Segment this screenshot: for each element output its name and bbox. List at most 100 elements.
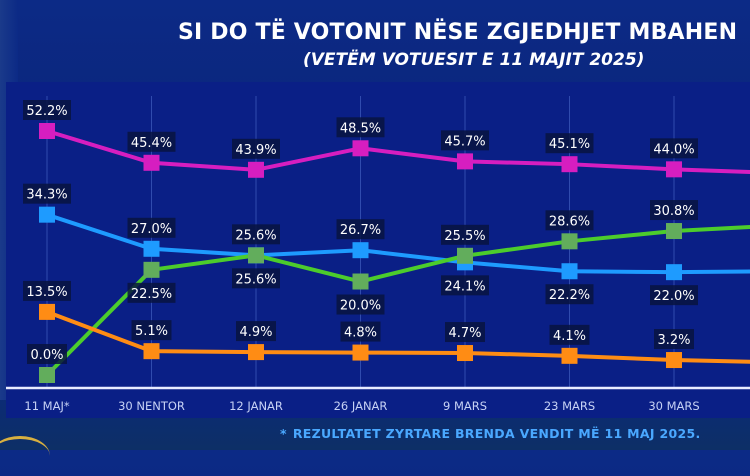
data-label-bg bbox=[236, 321, 276, 342]
data-label-green: 28.6% bbox=[549, 214, 590, 229]
data-point-green bbox=[666, 223, 682, 240]
data-label-bg bbox=[23, 183, 71, 204]
data-point-green bbox=[39, 367, 55, 383]
data-label-blue: 22.0% bbox=[653, 289, 694, 304]
line-chart: 11 MAJ* 30 NENTOR 12 JANAR 26 JANAR 9 MARS 23… bbox=[6, 96, 750, 413]
data-label-bg bbox=[127, 131, 176, 152]
series-line-blue bbox=[46, 212, 750, 275]
data-label-bg bbox=[441, 275, 489, 296]
data-point-orange bbox=[248, 344, 264, 361]
data-label-bg bbox=[445, 322, 485, 343]
chart-subtitle: (VETËM VOTUESIT E 11 MAJIT 2025) bbox=[303, 50, 645, 70]
x-tick-label: 11 MAJ* bbox=[24, 399, 69, 413]
data-point-magenta bbox=[143, 154, 160, 171]
data-label-bg bbox=[232, 224, 280, 245]
data-label-magenta: 43.9% bbox=[235, 143, 276, 158]
data-point-magenta bbox=[666, 161, 682, 178]
data-label-green: 25.5% bbox=[444, 229, 485, 244]
data-label-bg bbox=[336, 294, 385, 315]
data-point-blue bbox=[666, 264, 682, 281]
data-point-orange bbox=[666, 352, 682, 369]
data-label-blue: 22.2% bbox=[549, 288, 590, 303]
data-label-orange: 4.8% bbox=[344, 326, 377, 341]
data-label-bg bbox=[654, 329, 694, 350]
data-label-magenta: 45.7% bbox=[444, 134, 485, 149]
data-point-green bbox=[352, 273, 369, 290]
data-label-bg bbox=[545, 133, 594, 154]
data-point-magenta bbox=[457, 153, 473, 170]
data-label-green: 20.0% bbox=[340, 299, 381, 314]
data-label-bg bbox=[336, 117, 385, 138]
data-label-blue: 26.7% bbox=[340, 223, 381, 238]
series-line-green bbox=[45, 224, 750, 377]
x-tick-label: 12 JANAR bbox=[229, 399, 283, 413]
data-label-orange: 3.2% bbox=[657, 333, 690, 348]
footnote: * REZULTATET ZYRTARE BRENDA VENDIT MË 11 … bbox=[280, 426, 701, 441]
data-label-bg bbox=[127, 282, 176, 303]
x-tick-label: 26 JANAR bbox=[334, 399, 388, 413]
data-label-bg bbox=[650, 285, 698, 306]
data-label-bg bbox=[340, 321, 381, 342]
data-label-orange: 4.1% bbox=[553, 329, 586, 344]
data-label-bg bbox=[23, 280, 71, 301]
data-point-green bbox=[143, 261, 160, 278]
data-point-magenta bbox=[352, 140, 369, 157]
data-label-magenta: 52.2% bbox=[26, 104, 67, 119]
data-label-blue: 25.6% bbox=[235, 228, 276, 243]
x-tick-label: 9 MARS bbox=[443, 399, 487, 413]
data-label-magenta: 48.5% bbox=[340, 121, 381, 136]
data-label-bg bbox=[545, 284, 594, 305]
data-label-blue: 27.0% bbox=[131, 222, 172, 237]
data-point-blue bbox=[352, 242, 369, 259]
data-label-bg bbox=[650, 138, 698, 159]
data-label-bg bbox=[650, 200, 698, 221]
x-tick-label: 23 MARS bbox=[544, 399, 595, 413]
data-label-bg bbox=[232, 138, 280, 159]
data-point-blue bbox=[561, 263, 578, 280]
data-point-magenta bbox=[248, 161, 264, 178]
footnote-star-icon: * bbox=[280, 426, 287, 441]
data-label-bg bbox=[27, 344, 67, 364]
data-label-green: 25.6% bbox=[235, 272, 276, 287]
data-label-magenta: 45.4% bbox=[131, 136, 172, 151]
data-point-orange bbox=[143, 343, 160, 360]
data-label-bg bbox=[232, 268, 280, 289]
data-point-orange bbox=[457, 345, 473, 362]
series-line-orange bbox=[46, 310, 750, 364]
data-label-bg bbox=[441, 130, 489, 151]
data-label-magenta: 45.1% bbox=[549, 137, 590, 152]
footnote-text: REZULTATET ZYRTARE BRENDA VENDIT MË 11 M… bbox=[292, 426, 701, 441]
data-point-magenta bbox=[39, 123, 55, 139]
data-label-orange: 5.1% bbox=[135, 324, 168, 339]
data-label-blue: 34.3% bbox=[26, 188, 67, 203]
data-label-orange: 13.5% bbox=[26, 285, 67, 300]
data-label-bg bbox=[336, 219, 385, 240]
data-label-bg bbox=[545, 210, 594, 231]
data-point-magenta bbox=[561, 156, 578, 173]
series-line-magenta bbox=[46, 129, 750, 175]
data-label-bg bbox=[131, 320, 172, 341]
channel-logo-arc bbox=[0, 436, 50, 476]
x-tick-label: 30 MARS bbox=[648, 399, 699, 413]
chart-frame: SI DO TË VOTONIT NËSE ZGJEDHJET MBAHEN (… bbox=[0, 0, 750, 441]
data-label-green: 0.0% bbox=[30, 348, 63, 363]
data-label-orange: 4.9% bbox=[239, 325, 272, 340]
x-tick-label: 30 NENTOR bbox=[118, 399, 185, 413]
data-label-bg bbox=[549, 324, 590, 345]
data-label-orange: 4.7% bbox=[448, 326, 481, 341]
data-label-magenta: 44.0% bbox=[653, 142, 694, 157]
chart-title: SI DO TË VOTONIT NËSE ZGJEDHJET MBAHEN bbox=[178, 20, 738, 45]
data-point-green bbox=[248, 247, 264, 264]
data-label-bg bbox=[441, 224, 489, 245]
data-label-green: 22.5% bbox=[131, 287, 172, 302]
data-point-orange bbox=[561, 347, 578, 364]
data-label-blue: 24.1% bbox=[444, 279, 485, 294]
data-point-green bbox=[457, 247, 473, 264]
data-point-blue bbox=[39, 206, 55, 223]
data-label-green: 30.8% bbox=[653, 204, 694, 219]
data-label-bg bbox=[23, 100, 71, 120]
data-point-blue bbox=[143, 240, 160, 257]
data-label-bg bbox=[127, 217, 176, 238]
data-point-green bbox=[561, 233, 578, 250]
data-point-orange bbox=[352, 344, 369, 361]
